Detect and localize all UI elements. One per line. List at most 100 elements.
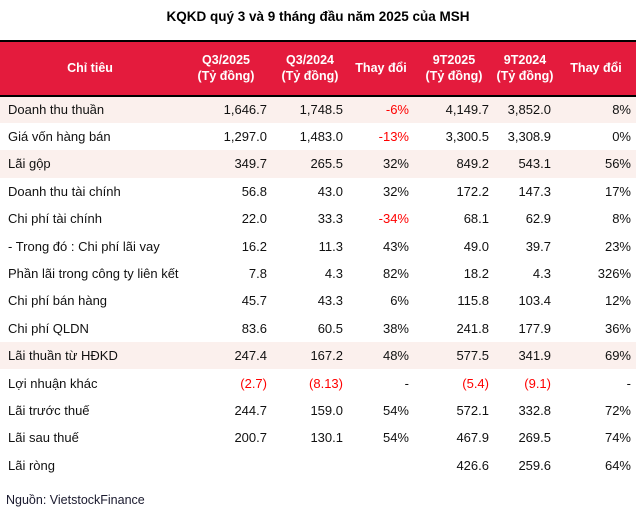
cell-value: 467.9 bbox=[456, 430, 489, 446]
cell-value: - bbox=[404, 375, 409, 391]
cell-value: 36% bbox=[604, 320, 631, 336]
cell-value: 4.3 bbox=[532, 266, 551, 282]
cell-value: 56% bbox=[604, 156, 631, 172]
cell-value: 259.6 bbox=[518, 457, 551, 473]
cell-value: 22.0 bbox=[241, 211, 267, 227]
table-row: Doanh thu tài chính 56.8 43.0 32% 172.2 147.3… bbox=[0, 178, 636, 205]
cell-value: 3,300.5 bbox=[445, 129, 489, 145]
table-row: Lãi trước thuế 244.7 159.0 54% 572.1 332.8 72% bbox=[0, 397, 636, 424]
row-label: Doanh thu thuần bbox=[8, 102, 105, 118]
cell-value: 167.2 bbox=[310, 348, 343, 364]
cell-value: 72% bbox=[604, 402, 631, 418]
cell-value: 69% bbox=[604, 348, 631, 364]
table-row: Lợi nhuận khác (2.7) (8.13) - (5.4) (9.1) - bbox=[0, 369, 636, 396]
cell-value: 341.9 bbox=[518, 348, 551, 364]
cell-value: 130.1 bbox=[310, 430, 343, 446]
row-label: Lãi gộp bbox=[8, 156, 51, 172]
table-row: Lãi ròng 426.6 259.6 64% bbox=[0, 452, 636, 479]
column-header-4: 9T2025 (Tỷ đồng) bbox=[414, 41, 494, 97]
cell-value: 54% bbox=[382, 430, 409, 446]
cell-value: 1,483.0 bbox=[299, 129, 343, 145]
row-label: Lãi sau thuế bbox=[8, 430, 79, 446]
cell-value: 572.1 bbox=[456, 402, 489, 418]
row-label: Lãi ròng bbox=[8, 457, 55, 473]
cell-value: (8.13) bbox=[309, 375, 343, 391]
cell-value: 49.0 bbox=[463, 238, 489, 254]
column-header-1: Q3/2025 (Tỷ đồng) bbox=[180, 41, 272, 97]
cell-value: 82% bbox=[382, 266, 409, 282]
cell-value: 62.9 bbox=[525, 211, 551, 227]
cell-value: 3,308.9 bbox=[507, 129, 551, 145]
cell-value: 18.2 bbox=[463, 266, 489, 282]
row-label: Lợi nhuận khác bbox=[8, 375, 98, 391]
cell-value: 64% bbox=[604, 457, 631, 473]
cell-value: 60.5 bbox=[317, 320, 343, 336]
row-label: Chi phí tài chính bbox=[8, 211, 102, 227]
cell-value: 172.2 bbox=[456, 183, 489, 199]
cell-value: 147.3 bbox=[518, 183, 551, 199]
cell-value: 1,297.0 bbox=[223, 129, 267, 145]
column-header-2: Q3/2024 (Tỷ đồng) bbox=[272, 41, 348, 97]
cell-value: 177.9 bbox=[518, 320, 551, 336]
cell-value: (2.7) bbox=[240, 375, 267, 391]
cell-value: -34% bbox=[378, 211, 409, 227]
row-label: Lãi trước thuế bbox=[8, 402, 90, 418]
cell-value: 247.4 bbox=[234, 348, 267, 364]
row-label: - Trong đó : Chi phí lãi vay bbox=[8, 238, 160, 254]
table-row: Lãi thuần từ HĐKD 247.4 167.2 48% 577.5 341.9… bbox=[0, 342, 636, 370]
column-header-5: 9T2024 (Tỷ đồng) bbox=[494, 41, 556, 97]
table-row: Phần lãi trong công ty liên kết 7.8 4.3 82%… bbox=[0, 260, 636, 287]
row-label: Lãi thuần từ HĐKD bbox=[8, 348, 118, 364]
row-label: Chi phí QLDN bbox=[8, 320, 89, 336]
page-title: KQKD quý 3 và 9 tháng đầu năm 2025 của M… bbox=[166, 9, 470, 24]
cell-value: 332.8 bbox=[518, 402, 551, 418]
cell-value bbox=[180, 452, 272, 479]
cell-value: 38% bbox=[382, 320, 409, 336]
table-row: Chi phí QLDN 83.6 60.5 38% 241.8 177.9 36% bbox=[0, 315, 636, 342]
cell-value: 43.0 bbox=[317, 183, 343, 199]
table-row: Lãi gộp 349.7 265.5 32% 849.2 543.1 56% bbox=[0, 150, 636, 178]
column-header-3: Thay đổi bbox=[348, 41, 414, 97]
cell-value: 23% bbox=[604, 238, 631, 254]
cell-value bbox=[272, 452, 348, 479]
table-row: Doanh thu thuần 1,646.7 1,748.5 -6% 4,149.7 3… bbox=[0, 95, 636, 123]
cell-value: 48% bbox=[382, 348, 409, 364]
cell-value: 265.5 bbox=[310, 156, 343, 172]
cell-value: 56.8 bbox=[241, 183, 267, 199]
table-row: Lãi sau thuế 200.7 130.1 54% 467.9 269.5 74% bbox=[0, 424, 636, 451]
kqkd-table: Chỉ tiêu Q3/2025 (Tỷ đồng) Q3/2024 (Tỷ đồng)… bbox=[0, 40, 636, 479]
row-label: Giá vốn hàng bán bbox=[8, 129, 111, 145]
cell-value: 244.7 bbox=[234, 402, 267, 418]
cell-value: 74% bbox=[604, 430, 631, 446]
cell-value: 8% bbox=[612, 102, 631, 118]
cell-value: 200.7 bbox=[234, 430, 267, 446]
cell-value: 326% bbox=[597, 266, 631, 282]
cell-value: 43.3 bbox=[317, 293, 343, 309]
cell-value: -6% bbox=[385, 102, 409, 118]
cell-value: 32% bbox=[382, 183, 409, 199]
cell-value: 6% bbox=[390, 293, 409, 309]
cell-value: (5.4) bbox=[462, 375, 489, 391]
source-note: Nguồn: VietstockFinance bbox=[6, 492, 145, 507]
row-label: Chi phí bán hàng bbox=[8, 293, 108, 309]
column-header-6: Thay đổi bbox=[556, 41, 636, 97]
cell-value: 543.1 bbox=[518, 156, 551, 172]
cell-value: 11.3 bbox=[318, 238, 343, 254]
cell-value: 577.5 bbox=[456, 348, 489, 364]
cell-value: 8% bbox=[612, 211, 631, 227]
cell-value: 0% bbox=[612, 129, 631, 145]
cell-value: 16.2 bbox=[241, 238, 267, 254]
cell-value: 45.7 bbox=[241, 293, 267, 309]
row-label: Doanh thu tài chính bbox=[8, 183, 121, 199]
row-label: Phần lãi trong công ty liên kết bbox=[8, 266, 179, 282]
cell-value: 54% bbox=[382, 402, 409, 418]
column-header-0: Chỉ tiêu bbox=[0, 41, 180, 97]
table-row: Chi phí tài chính 22.0 33.3 -34% 68.1 62.9 8% bbox=[0, 205, 636, 232]
cell-value: 3,852.0 bbox=[507, 102, 551, 118]
cell-value: 159.0 bbox=[310, 402, 343, 418]
cell-value: 68.1 bbox=[463, 211, 489, 227]
cell-value: 33.3 bbox=[317, 211, 343, 227]
cell-value: 17% bbox=[604, 183, 631, 199]
cell-value: 4.3 bbox=[324, 266, 343, 282]
